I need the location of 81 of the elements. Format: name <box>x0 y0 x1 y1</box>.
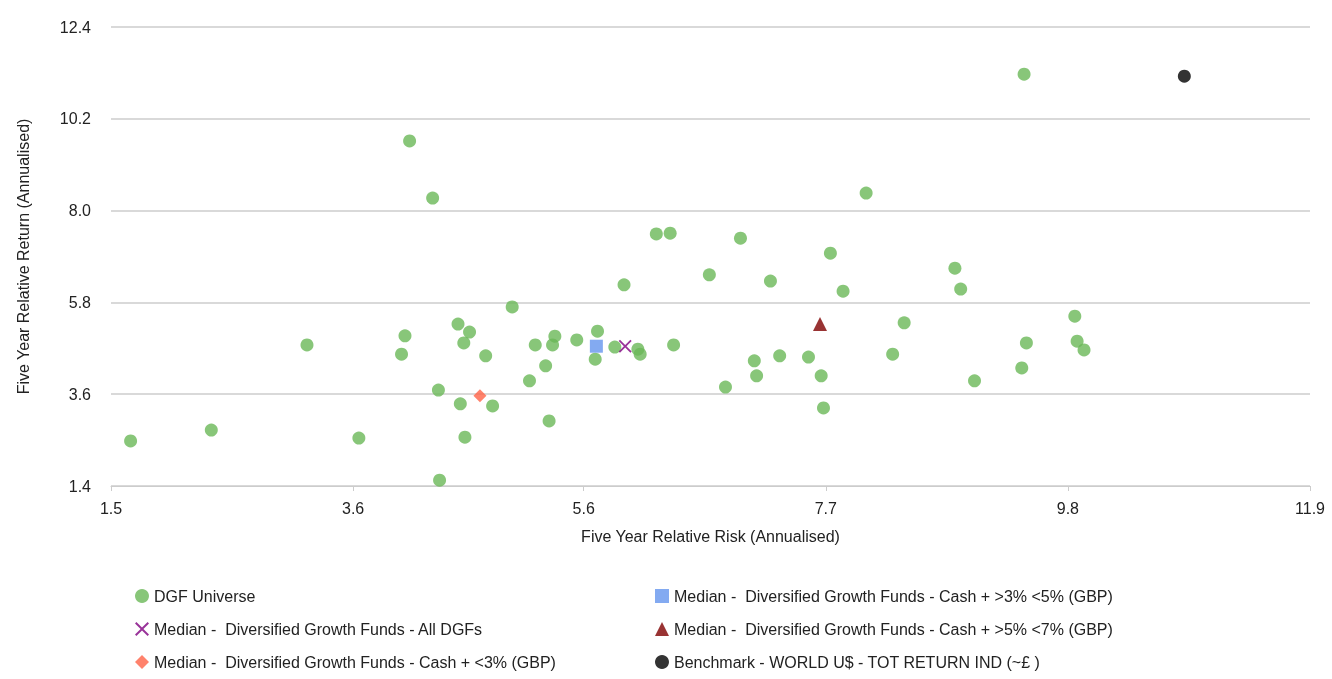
point <box>1070 334 1084 348</box>
point <box>352 431 366 445</box>
point <box>523 374 536 388</box>
point <box>948 261 962 275</box>
y-tick-label: 8.0 <box>68 202 92 220</box>
point <box>617 278 631 292</box>
point <box>968 374 982 388</box>
point <box>542 414 556 428</box>
point <box>431 383 445 397</box>
point <box>395 347 409 361</box>
point <box>649 227 663 241</box>
x-tick-label: 9.8 <box>1056 499 1080 517</box>
legend-label: Median - Diversified Growth Funds - Cash + >3% <5% (GBP) <box>674 587 1113 605</box>
point <box>426 191 440 205</box>
point <box>1017 67 1031 81</box>
point <box>954 282 968 296</box>
point <box>702 268 716 282</box>
x-tick-label: 11.9 <box>1295 499 1326 517</box>
point <box>1177 69 1191 83</box>
point <box>1077 343 1091 357</box>
point <box>663 226 677 240</box>
point <box>633 347 647 361</box>
x-tick-label: 7.7 <box>814 499 838 517</box>
y-tick-label: 10.2 <box>59 110 92 128</box>
point <box>124 434 138 448</box>
point <box>588 352 602 366</box>
point <box>1068 309 1082 323</box>
point <box>886 347 900 361</box>
point <box>1019 336 1033 350</box>
legend-label: Median - Diversified Growth Funds - All DGFs <box>154 620 483 638</box>
legend-label: Median - Diversified Growth Funds - Cash + >5% <7% (GBP) <box>674 620 1113 638</box>
point <box>458 430 472 444</box>
legend-label: DGF Universe <box>154 587 256 605</box>
point <box>814 369 828 383</box>
point <box>548 329 562 343</box>
point <box>403 134 417 148</box>
point <box>453 397 467 411</box>
point <box>539 359 553 373</box>
point <box>433 473 447 487</box>
point <box>457 336 471 350</box>
point <box>300 338 314 352</box>
point <box>505 300 519 314</box>
point <box>618 339 632 353</box>
point <box>802 350 815 364</box>
x-tick-label: 3.6 <box>341 499 365 517</box>
point <box>836 284 850 298</box>
point <box>733 231 747 245</box>
point <box>817 401 830 415</box>
point <box>451 317 465 331</box>
y-tick-label: 1.4 <box>68 477 92 495</box>
point <box>589 339 603 353</box>
point <box>859 186 873 200</box>
point <box>486 399 500 413</box>
point <box>398 329 412 343</box>
point <box>570 333 584 347</box>
legend-label: Benchmark - WORLD U$ - TOT RETURN IND (~£ ) <box>674 653 1040 671</box>
point <box>750 369 764 383</box>
legend-label: Median - Diversified Growth Funds - Cash + <3% (GBP) <box>154 653 556 671</box>
x-tick-label: 1.5 <box>99 499 123 517</box>
point <box>204 423 218 437</box>
point <box>591 324 605 338</box>
point <box>608 340 622 354</box>
point <box>463 325 477 339</box>
point <box>528 338 542 352</box>
point <box>763 274 777 288</box>
point <box>479 349 493 363</box>
y-axis-title: Five Year Relative Return (Annualised) <box>14 118 32 395</box>
point <box>747 354 761 368</box>
point <box>773 349 787 363</box>
point <box>897 316 911 330</box>
point <box>473 389 487 403</box>
x-axis-title: Five Year Relative Risk (Annualised) <box>581 527 840 545</box>
point <box>1015 361 1029 375</box>
point <box>823 246 837 260</box>
y-tick-label: 3.6 <box>68 385 92 403</box>
point <box>719 380 732 394</box>
y-tick-label: 5.8 <box>68 293 92 311</box>
x-tick-label: 5.6 <box>572 499 595 517</box>
point <box>813 317 828 332</box>
y-tick-label: 12.4 <box>59 18 92 36</box>
point <box>667 338 681 352</box>
